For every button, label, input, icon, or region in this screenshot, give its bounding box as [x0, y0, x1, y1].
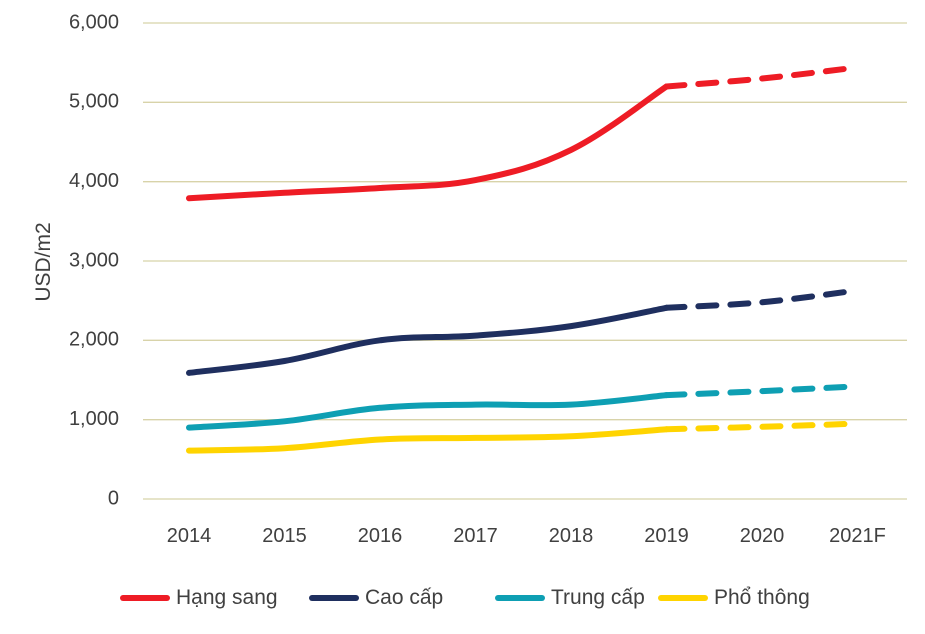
series-forecast-pho-thong [663, 420, 861, 433]
y-tick-label: 3,000 [69, 249, 119, 271]
x-tick-label: 2021F [829, 525, 886, 547]
legend-label: Cao cấp [365, 586, 444, 609]
legend-swatch [309, 595, 359, 601]
series-line-hang-sang [186, 83, 670, 202]
legend-swatch [495, 595, 545, 601]
x-tick-label: 2014 [167, 525, 212, 547]
series-forecast-hang-sang [663, 64, 861, 90]
legend-item-trung-cap: Trung cấp [495, 580, 645, 616]
y-tick-label: 5,000 [69, 91, 119, 113]
x-tick-label: 2018 [549, 525, 594, 547]
y-tick-label: 1,000 [69, 408, 119, 430]
line-chart: 0 1,000 2,000 3,000 4,000 5,000 6,000 2014 2015… [32, 11, 907, 547]
series-lines [186, 64, 861, 454]
y-tick-label: 2,000 [69, 329, 119, 351]
series-line-trung-cap [186, 392, 670, 431]
x-axis-ticks: 2014 2015 2016 2017 2018 2019 2020 2021F [167, 525, 886, 547]
y-axis-ticks: 0 1,000 2,000 3,000 4,000 5,000 6,000 [69, 11, 119, 509]
legend-label: Phổ thông [714, 586, 810, 609]
y-tick-label: 6,000 [69, 11, 119, 33]
x-tick-label: 2020 [740, 525, 785, 547]
series-line-cao-cap [186, 304, 670, 376]
series-forecast-cao-cap [663, 287, 861, 311]
x-tick-label: 2017 [453, 525, 498, 547]
legend-item-pho-thong: Phổ thông [658, 580, 810, 616]
legend-label: Trung cấp [551, 586, 645, 609]
legend-item-cao-cap: Cao cấp [309, 580, 443, 616]
y-tick-label: 4,000 [69, 170, 119, 192]
x-tick-label: 2016 [358, 525, 403, 547]
x-tick-label: 2019 [644, 525, 689, 547]
legend-swatch [658, 595, 708, 601]
legend-swatch [120, 595, 170, 601]
y-axis-label: USD/m2 [32, 222, 55, 301]
legend-item-hang-sang: Hạng sang [120, 580, 278, 616]
y-tick-label: 0 [108, 487, 119, 509]
x-tick-label: 2015 [262, 525, 307, 547]
series-line-pho-thong [186, 426, 670, 454]
series-forecast-trung-cap [663, 383, 861, 399]
legend: Hạng sang Cao cấp Trung cấp Phổ thông [0, 580, 925, 620]
legend-label: Hạng sang [176, 586, 278, 609]
